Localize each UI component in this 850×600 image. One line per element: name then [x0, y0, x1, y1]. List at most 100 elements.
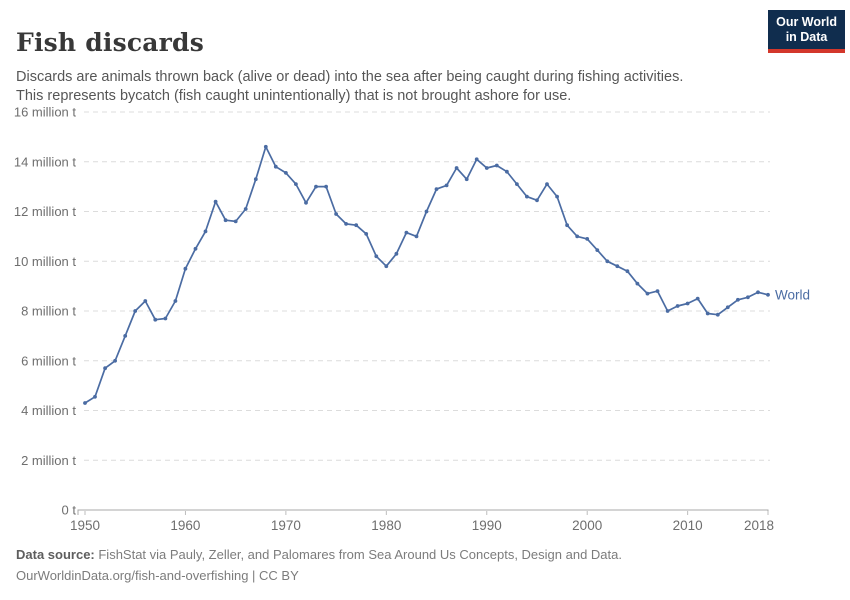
x-axis-labels: 1950 1960 1970 1980 1990 2000 2010 2018	[70, 518, 774, 533]
x-tick-label: 1960	[170, 518, 200, 533]
data-point	[103, 366, 107, 371]
data-point	[494, 163, 499, 168]
data-source-text: FishStat via Pauly, Zeller, and Palomare…	[94, 547, 622, 562]
data-point	[113, 358, 117, 363]
x-tick-label: 2000	[572, 518, 602, 533]
data-point	[685, 301, 690, 306]
data-point	[233, 219, 238, 224]
y-axis-labels: 0 t 2 million t 4 million t 6 million t 8 mi…	[14, 105, 77, 518]
data-point	[314, 184, 318, 189]
data-point	[193, 246, 198, 251]
data-point	[615, 264, 620, 269]
line-chart: 0 t 2 million t 4 million t 6 million t 8 mi…	[0, 96, 850, 544]
series-line-world	[84, 145, 769, 404]
data-point	[344, 222, 348, 226]
y-tick-label: 6 million t	[21, 353, 76, 368]
data-point	[434, 187, 439, 191]
data-source-line: Data source: FishStat via Pauly, Zeller,…	[16, 545, 816, 566]
data-point	[655, 289, 660, 293]
x-tick-label: 1990	[472, 518, 502, 533]
data-point	[243, 207, 248, 211]
subtitle-line-1: Discards are animals thrown back (alive …	[16, 68, 684, 85]
data-point	[474, 157, 479, 162]
data-point	[565, 223, 569, 228]
data-point	[464, 177, 469, 182]
data-point	[625, 269, 630, 274]
y-tick-label: 10 million t	[14, 254, 77, 269]
data-point	[746, 295, 750, 300]
data-point	[675, 304, 680, 308]
data-point	[304, 200, 308, 205]
chart-subtitle: Discards are animals thrown back (alive …	[16, 68, 696, 107]
x-tick-label: 1970	[271, 518, 301, 533]
data-point	[484, 166, 489, 170]
series-markers	[83, 144, 770, 405]
data-point	[635, 281, 640, 286]
page-title: Fish discards	[16, 27, 205, 57]
data-point	[93, 394, 97, 399]
x-tick-label: 2018	[744, 518, 774, 533]
data-point	[183, 266, 188, 271]
data-point	[454, 166, 459, 170]
data-point	[203, 229, 208, 234]
data-point	[424, 209, 429, 214]
chart-footer: Data source: FishStat via Pauly, Zeller,…	[16, 545, 816, 587]
license-line: OurWorldinData.org/fish-and-overfishing …	[16, 567, 299, 583]
data-point	[444, 183, 449, 188]
series-end-label: World	[775, 287, 810, 302]
data-point	[766, 292, 770, 297]
data-point	[595, 248, 600, 253]
x-tick-label: 1980	[371, 518, 401, 533]
data-point	[284, 171, 288, 175]
logo-line-2: in Data	[785, 30, 828, 45]
y-tick-label: 8 million t	[21, 304, 76, 319]
y-tick-label: 14 million t	[14, 154, 77, 169]
y-tick-label: 16 million t	[14, 105, 77, 120]
gridlines	[84, 111, 770, 461]
data-point	[153, 317, 158, 322]
data-point	[756, 290, 760, 295]
data-point	[163, 316, 168, 321]
data-point	[555, 194, 559, 199]
data-point	[364, 232, 369, 236]
data-point	[294, 182, 298, 186]
data-point	[515, 182, 519, 186]
data-point	[505, 169, 509, 174]
data-point	[384, 264, 389, 269]
data-point	[223, 218, 228, 223]
x-axis	[77, 509, 769, 515]
logo-line-1: Our World	[776, 15, 837, 29]
subtitle-line-2: This represents bycatch (fish caught uni…	[16, 87, 572, 104]
data-point	[213, 199, 218, 204]
x-tick-label: 2010	[673, 518, 703, 533]
data-point	[705, 311, 710, 316]
data-point	[173, 299, 178, 303]
data-point	[695, 296, 700, 301]
data-point	[263, 144, 268, 149]
data-point	[525, 194, 529, 199]
data-point	[374, 254, 379, 259]
data-point	[324, 184, 328, 189]
data-source-label: Data source:	[16, 547, 95, 562]
y-tick-label: 0 t	[62, 503, 77, 518]
data-point	[645, 291, 650, 296]
data-point	[725, 305, 730, 310]
data-point	[414, 234, 419, 239]
data-point	[83, 401, 87, 405]
data-point	[736, 297, 740, 302]
data-point	[273, 164, 278, 169]
data-point	[545, 182, 549, 186]
data-point	[133, 309, 138, 313]
data-point	[605, 259, 610, 264]
data-point	[535, 198, 539, 203]
data-point	[354, 223, 359, 228]
data-point	[123, 334, 128, 338]
data-point	[253, 177, 258, 182]
data-point	[394, 251, 399, 256]
data-point	[715, 312, 720, 317]
data-point	[665, 309, 670, 313]
data-point	[334, 212, 338, 216]
y-tick-label: 4 million t	[21, 403, 76, 418]
data-point	[575, 234, 580, 239]
